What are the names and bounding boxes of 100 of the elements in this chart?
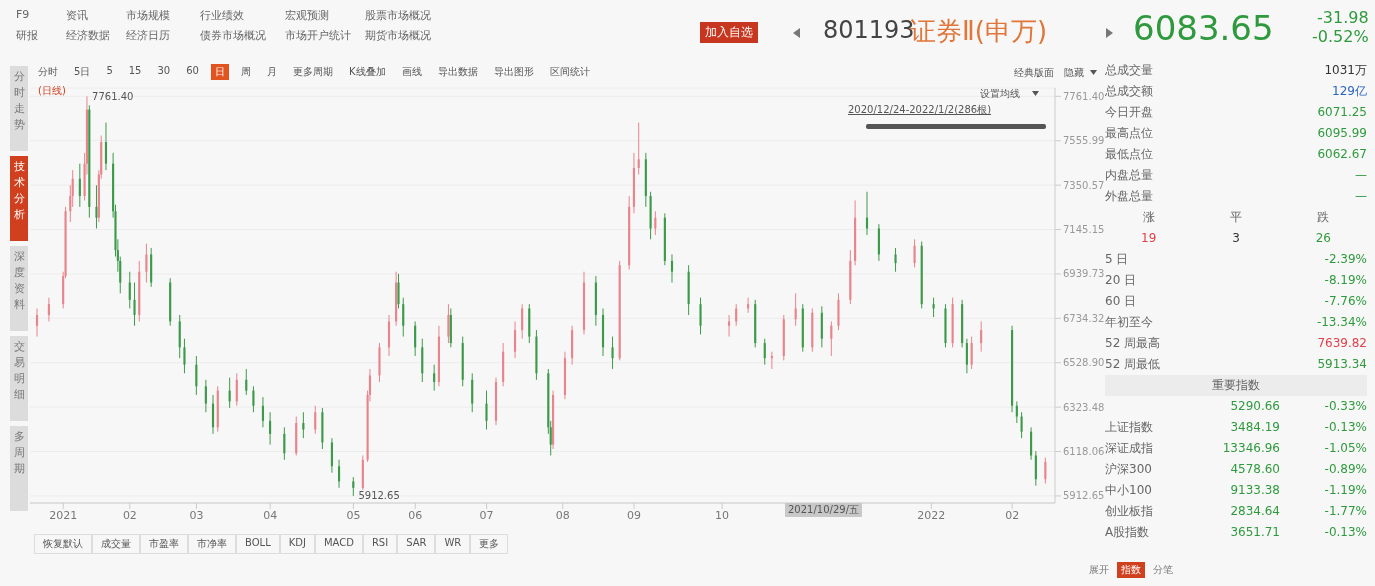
text: -0.33% xyxy=(1323,398,1367,415)
text: -0.52% xyxy=(1312,27,1369,46)
text: 加入自选 xyxy=(700,22,758,43)
text: 19 xyxy=(1140,230,1158,247)
x-tick-label: 02 xyxy=(1005,508,1020,522)
text: 中小100 xyxy=(1105,482,1153,499)
text: BOLL xyxy=(236,534,280,554)
annotation: 7761.40 xyxy=(92,90,134,102)
candlestick xyxy=(261,396,265,428)
text: 宏观预测 xyxy=(285,8,329,23)
y-tick-label: 7350.57 xyxy=(1063,179,1105,191)
text: 月 xyxy=(265,65,278,79)
text: 52 周最低 xyxy=(1105,356,1162,373)
text: 技术分析 xyxy=(10,156,28,241)
y-tick-label: 7555.99 xyxy=(1063,135,1105,147)
text: -1.19% xyxy=(1323,482,1367,499)
text: SAR xyxy=(397,534,436,554)
text: -0.13% xyxy=(1323,419,1367,436)
text: 恢复默认 xyxy=(34,534,92,554)
text: 1031万 xyxy=(1323,62,1367,79)
text: 3484.19 xyxy=(1229,419,1280,436)
text: 今日开盘 xyxy=(1105,104,1154,121)
candlestick xyxy=(513,320,517,359)
candlestick xyxy=(611,336,614,370)
text: — xyxy=(1354,188,1367,205)
text: 6071.25 xyxy=(1316,104,1367,121)
candlestick xyxy=(735,303,738,327)
text: 2834.64 xyxy=(1229,503,1280,520)
text: 5913.34 xyxy=(1316,356,1367,373)
candlestick xyxy=(35,307,39,338)
candlestick xyxy=(195,355,198,396)
text: 5 日 xyxy=(1105,251,1130,268)
text: -7.76% xyxy=(1323,293,1367,310)
text: 隐藏 xyxy=(1064,66,1084,80)
candlestick xyxy=(830,320,833,357)
y-tick-label: 6118.06 xyxy=(1063,446,1105,458)
text: 平 xyxy=(1229,209,1243,226)
y-tick-label: 6734.32 xyxy=(1063,312,1105,324)
text: RSI xyxy=(362,534,398,554)
text: 导出数据 xyxy=(436,65,479,79)
candlestick xyxy=(302,411,305,439)
text: 分笔 xyxy=(1152,563,1174,577)
candlestick xyxy=(485,390,488,431)
text: 经济日历 xyxy=(126,28,170,43)
x-tick-label: 07 xyxy=(479,508,494,522)
candlestick xyxy=(397,273,400,309)
x-tick-label: 10 xyxy=(715,508,730,522)
candlestick xyxy=(637,122,640,175)
text: 更多周期 xyxy=(291,65,334,79)
text: 52 周最高 xyxy=(1105,335,1162,352)
text: 5日 xyxy=(73,65,92,79)
text: 20 日 xyxy=(1105,272,1138,289)
text: 导出图形 xyxy=(492,65,535,79)
text: 5290.66 xyxy=(1229,398,1280,415)
y-tick-label: 7761.40 xyxy=(1063,90,1105,102)
text: 重要指数 xyxy=(1105,375,1367,396)
text: 分时 xyxy=(37,65,59,79)
text: 研报 xyxy=(16,28,38,43)
text: 行业绩效 xyxy=(200,8,244,23)
text: 市场规模 xyxy=(126,8,170,23)
text: F9 xyxy=(16,8,30,21)
text: -1.05% xyxy=(1323,440,1367,457)
candlestick xyxy=(763,338,766,366)
candlestick xyxy=(235,372,238,407)
text: 深度资料 xyxy=(10,246,28,331)
text: 9133.38 xyxy=(1229,482,1280,499)
candlestick xyxy=(1034,450,1037,487)
text: 60 xyxy=(185,64,200,78)
text: 区间统计 xyxy=(548,65,591,79)
text: 4578.60 xyxy=(1229,461,1280,478)
candlestick xyxy=(402,297,405,338)
candlestick xyxy=(245,368,248,396)
text: -1.77% xyxy=(1323,503,1367,520)
candlestick xyxy=(1020,411,1023,439)
candlestick xyxy=(1015,400,1018,424)
text: 上证指数 xyxy=(1105,419,1154,436)
text: A股指数 xyxy=(1105,524,1151,541)
candlestick xyxy=(211,394,215,435)
text: -0.89% xyxy=(1323,461,1367,478)
candlestick xyxy=(699,297,702,335)
x-tick-label: 04 xyxy=(263,508,278,522)
candlestick xyxy=(133,282,136,327)
text: 股票市场概况 xyxy=(365,8,431,23)
text: 6083.65 xyxy=(1133,8,1274,48)
x-tick-label: 05 xyxy=(346,508,361,522)
candlestick xyxy=(95,184,98,229)
text: 13346.96 xyxy=(1221,440,1280,457)
text: 外盘总量 xyxy=(1105,188,1154,205)
text: WR xyxy=(435,534,471,554)
candlestick xyxy=(471,372,474,413)
x-tick-label: 08 xyxy=(555,508,570,522)
text: 资讯 xyxy=(66,8,88,23)
y-tick-label: 7145.15 xyxy=(1063,224,1105,236)
candlestick xyxy=(728,314,731,338)
candlestick xyxy=(330,437,333,474)
candlestick xyxy=(78,163,81,208)
annotation: 5912.65 xyxy=(358,490,400,502)
text: 债券市场概况 xyxy=(200,28,266,43)
x-tick-label: 2022 xyxy=(917,508,946,522)
text: -8.19% xyxy=(1323,272,1367,289)
